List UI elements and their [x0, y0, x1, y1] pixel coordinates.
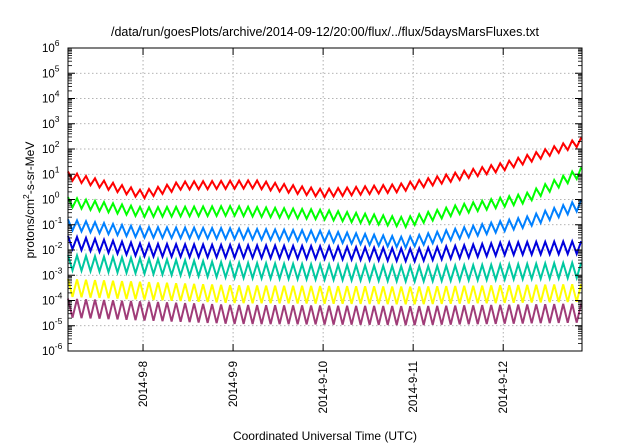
x-tick-label: 2014-9-11	[408, 361, 420, 413]
grid	[68, 48, 582, 351]
y-tick-label: 10-2	[42, 240, 63, 257]
y-axis-label-pre: protons/cm	[23, 199, 37, 258]
y-tick-label: 10-6	[42, 341, 63, 358]
y-axis-label-sup: 2	[21, 194, 31, 199]
series-line-5	[67, 251, 583, 286]
x-axis: 2014-9-8 2014-9-9 2014-9-10 2014-9-11 2014-9…	[138, 48, 510, 413]
series-lines	[67, 137, 583, 326]
series-line-7	[67, 298, 583, 326]
y-tick-label: 106	[42, 38, 60, 55]
series-line-1	[67, 137, 583, 201]
y-tick-label: 10-3	[42, 265, 63, 282]
series-line-4	[67, 234, 583, 265]
y-axis: 10-6 10-5 10-4 10-3 10-2 10-1 100 101 102 103 104 1…	[42, 38, 582, 358]
series-line-2	[67, 166, 583, 230]
series-line-6	[67, 278, 583, 305]
y-tick-label: 101	[42, 164, 60, 181]
y-tick-label: 103	[42, 114, 60, 131]
y-axis-label-post: -s-sr-MeV	[23, 142, 37, 195]
x-tick-label: 2014-9-9	[228, 361, 240, 407]
x-tick-label: 2014-9-8	[138, 361, 150, 407]
y-tick-label: 104	[42, 89, 60, 106]
y-tick-label: 10-1	[42, 215, 63, 232]
y-tick-label: 102	[42, 139, 60, 156]
y-tick-label: 105	[42, 63, 60, 80]
y-axis-label: protons/cm2-s-sr-MeV	[21, 142, 37, 259]
y-tick-label: 10-4	[42, 291, 63, 308]
y-tick-label: 100	[42, 190, 60, 207]
chart-title: /data/run/goesPlots/archive/2014-09-12/2…	[111, 25, 540, 39]
x-axis-label: Coordinated Universal Time (UTC)	[233, 429, 417, 443]
x-tick-label: 2014-9-10	[318, 361, 330, 413]
series-line-3	[67, 199, 583, 251]
y-tick-label: 10-5	[42, 316, 63, 333]
x-tick-label: 2014-9-12	[498, 361, 510, 413]
